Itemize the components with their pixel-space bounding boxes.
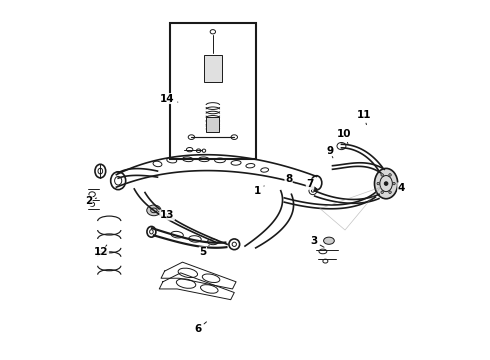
Text: 8: 8 <box>285 174 295 184</box>
Text: 3: 3 <box>310 237 324 247</box>
Text: 14: 14 <box>160 94 178 104</box>
Text: 2: 2 <box>85 196 97 206</box>
Ellipse shape <box>389 174 392 176</box>
Ellipse shape <box>323 237 334 244</box>
Text: 1: 1 <box>254 186 264 196</box>
Ellipse shape <box>381 174 383 176</box>
Ellipse shape <box>147 205 161 216</box>
Text: 10: 10 <box>337 129 351 144</box>
Ellipse shape <box>389 191 392 193</box>
Text: 9: 9 <box>326 146 334 158</box>
Text: 12: 12 <box>94 245 109 257</box>
Text: 5: 5 <box>199 245 209 257</box>
Ellipse shape <box>384 182 388 185</box>
Text: 6: 6 <box>194 322 206 334</box>
Bar <box>170 23 256 158</box>
Text: 7: 7 <box>306 179 315 192</box>
Text: 11: 11 <box>356 110 371 125</box>
Text: 13: 13 <box>159 210 174 220</box>
Ellipse shape <box>381 191 383 193</box>
Bar <box>204 55 222 82</box>
Bar <box>206 117 220 132</box>
Ellipse shape <box>374 168 398 199</box>
Ellipse shape <box>392 182 395 185</box>
Ellipse shape <box>377 182 379 185</box>
Text: 4: 4 <box>397 183 405 193</box>
